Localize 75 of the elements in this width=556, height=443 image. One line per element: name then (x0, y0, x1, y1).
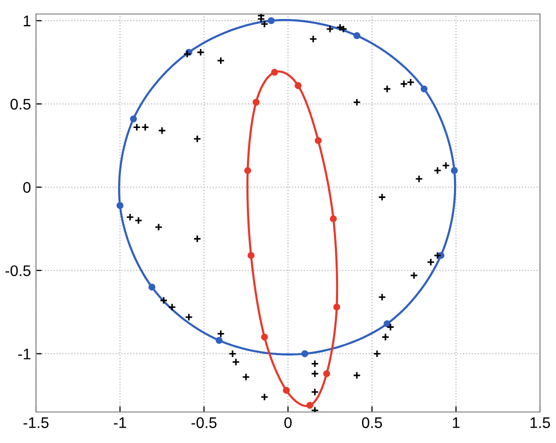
x-tick-label: 0.5 (362, 417, 382, 428)
x-tick-label: -0.5 (192, 417, 217, 428)
point (184, 313, 193, 322)
point (442, 162, 450, 170)
point (310, 360, 319, 368)
point (271, 68, 278, 76)
point (294, 82, 302, 90)
point (193, 134, 202, 143)
point (160, 296, 168, 304)
y-tick-label: 0 (23, 182, 31, 193)
point (352, 98, 361, 106)
point (400, 80, 408, 88)
point (301, 350, 308, 358)
point (314, 137, 322, 144)
point (415, 174, 424, 183)
point (116, 202, 124, 209)
x-tick-label: -1.5 (24, 417, 49, 428)
point (216, 336, 223, 344)
point (450, 167, 458, 174)
point (268, 17, 275, 24)
point (261, 334, 268, 341)
point (378, 193, 386, 202)
point (433, 166, 442, 175)
point (130, 115, 137, 122)
point (154, 223, 163, 232)
point (420, 85, 428, 92)
x-tick-label: 0 (284, 417, 292, 428)
point (373, 350, 382, 358)
point (216, 330, 225, 338)
point (333, 304, 340, 311)
point (410, 271, 418, 280)
point (260, 392, 269, 402)
x-tick-label: -1 (114, 417, 126, 428)
point (384, 320, 391, 328)
point (310, 388, 319, 396)
point (306, 402, 314, 409)
point (386, 323, 395, 332)
point (158, 126, 166, 135)
point (232, 358, 240, 366)
point (141, 123, 150, 132)
point (126, 213, 134, 222)
point (383, 84, 392, 93)
x-tick-label: 1 (452, 417, 460, 428)
point (193, 234, 202, 243)
point (134, 216, 142, 225)
point (330, 215, 337, 222)
point (132, 123, 141, 132)
point (282, 386, 290, 394)
point (323, 370, 330, 378)
point (310, 406, 319, 412)
point (216, 56, 225, 65)
x-tick-label: 1.5 (530, 417, 550, 428)
point (353, 32, 360, 40)
point (228, 350, 237, 358)
point (196, 48, 205, 56)
y-tick-label: 0.5 (10, 98, 30, 110)
y-tick-label: -0.5 (5, 265, 30, 276)
point (378, 293, 386, 302)
point (248, 252, 255, 259)
point (310, 370, 319, 378)
point (352, 371, 361, 380)
point (252, 98, 260, 106)
point (381, 333, 390, 342)
point (242, 373, 250, 382)
point (260, 20, 269, 28)
point (309, 34, 318, 43)
point (244, 167, 252, 174)
y-tick-label: -1 (18, 348, 30, 360)
point (433, 251, 442, 260)
point (426, 258, 435, 266)
point (326, 24, 334, 34)
point (406, 78, 415, 86)
point (148, 284, 156, 291)
point (168, 303, 176, 312)
y-tick-label: 1 (24, 16, 30, 26)
